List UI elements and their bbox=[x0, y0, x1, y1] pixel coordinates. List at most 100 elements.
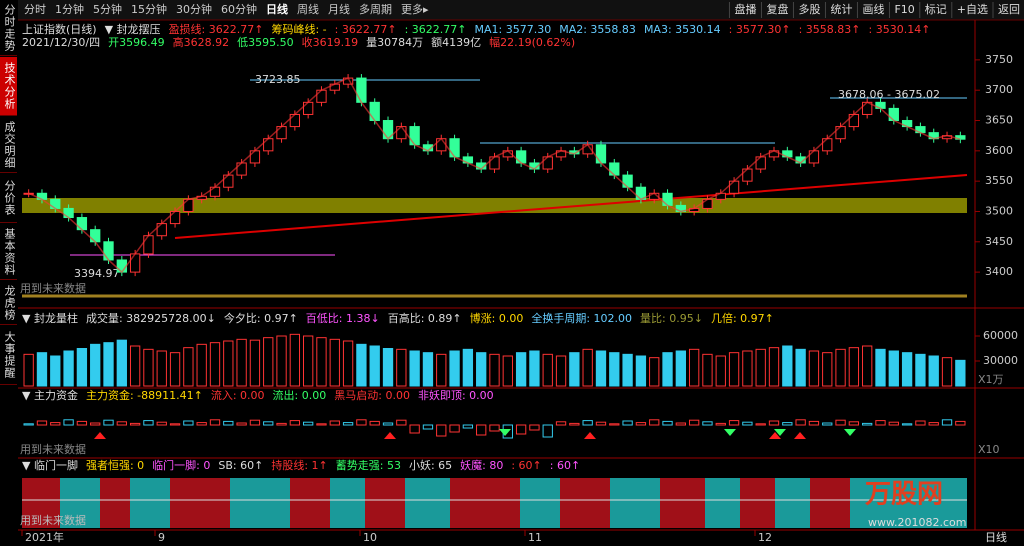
toolbar-tab[interactable]: 5分钟 bbox=[93, 2, 122, 16]
toolbar-button[interactable]: +自选 bbox=[957, 3, 988, 16]
toolbar-button[interactable]: 返回 bbox=[998, 3, 1020, 16]
candle bbox=[103, 241, 114, 261]
price-line bbox=[28, 77, 961, 274]
info-item: 蓄势走强: 53 bbox=[336, 459, 401, 472]
info-item: 全换手周期: 102.00 bbox=[531, 311, 632, 325]
kick-block bbox=[22, 478, 60, 528]
volume-bar bbox=[928, 355, 939, 387]
info-item: SB: 60↑ bbox=[218, 459, 263, 472]
sidebar-tab[interactable]: 分价表 bbox=[0, 174, 17, 223]
volume-bar bbox=[822, 352, 833, 387]
toolbar-button[interactable]: 统计 bbox=[830, 3, 852, 16]
candle bbox=[183, 198, 194, 212]
candle bbox=[156, 223, 167, 237]
kick-block bbox=[170, 478, 230, 528]
capital-bar bbox=[342, 422, 354, 426]
volume-bar bbox=[728, 352, 740, 387]
capital-bar bbox=[728, 420, 740, 426]
candle bbox=[822, 138, 833, 152]
watermark-url: www.201082.com bbox=[868, 516, 966, 529]
kick-block bbox=[130, 478, 170, 528]
capital-bar bbox=[582, 420, 593, 426]
capital-bar bbox=[822, 422, 833, 426]
sidebar-tab[interactable]: 成交明细 bbox=[0, 117, 17, 173]
toolbar-tab[interactable]: 日线 bbox=[266, 2, 288, 16]
y-tick-label: 3500 bbox=[985, 204, 1013, 217]
kick-block bbox=[610, 478, 660, 528]
toolbar-button[interactable]: 复盘 bbox=[766, 2, 788, 16]
capital-bar bbox=[90, 422, 101, 426]
volume-bar bbox=[449, 350, 460, 387]
signal-up bbox=[794, 432, 806, 439]
candle bbox=[515, 150, 527, 164]
y-tick-label: 3750 bbox=[985, 53, 1013, 66]
info-item: 持股线: 1↑ bbox=[271, 458, 327, 472]
unit: X1万 bbox=[978, 373, 1004, 386]
sidebar-tab[interactable]: 基本资料 bbox=[0, 224, 17, 280]
info-item: 博涨: 0.00 bbox=[470, 312, 524, 325]
y-tick-label: 3450 bbox=[985, 235, 1013, 248]
toolbar-tab[interactable]: 多周期 bbox=[359, 2, 392, 16]
capital-bar bbox=[236, 422, 247, 426]
capital-bar bbox=[675, 422, 686, 426]
candle bbox=[143, 235, 154, 255]
toolbar-button[interactable]: 标记 bbox=[925, 2, 947, 16]
volume-bar bbox=[915, 353, 926, 387]
toolbar-button[interactable]: 多股 bbox=[798, 2, 820, 16]
info-item: 小妖: 65 bbox=[409, 458, 452, 472]
toolbar-tab[interactable]: 30分钟 bbox=[176, 2, 212, 16]
candle bbox=[356, 77, 367, 103]
info-item: 几倍: 0.97↑ bbox=[711, 311, 774, 325]
toolbar-tab[interactable]: 60分钟 bbox=[221, 2, 257, 16]
toolbar-tab[interactable]: 1分钟 bbox=[55, 2, 84, 16]
candle bbox=[489, 156, 500, 170]
volume-bar bbox=[542, 353, 553, 387]
volume-bar bbox=[396, 348, 407, 387]
toolbar-tab[interactable]: 月线 bbox=[328, 2, 350, 16]
info-item: 低3595.50 bbox=[237, 36, 294, 49]
volume-bar bbox=[862, 345, 873, 387]
toolbar-tab[interactable]: 15分钟 bbox=[131, 2, 167, 16]
candle bbox=[289, 113, 301, 128]
kick-block bbox=[660, 478, 705, 528]
toolbar-button[interactable]: F10 bbox=[894, 3, 914, 16]
toolbar-tab[interactable]: 更多▸ bbox=[401, 2, 429, 16]
candle bbox=[436, 138, 447, 152]
capital-bar bbox=[369, 420, 380, 426]
toolbar-tab[interactable]: 周线 bbox=[297, 2, 319, 16]
info-item: 额4139亿 bbox=[431, 36, 481, 49]
kick-block bbox=[330, 478, 365, 528]
y-tick-label: 3600 bbox=[985, 144, 1013, 157]
sidebar-tab[interactable]: 龙虎榜 bbox=[0, 281, 17, 325]
kick-block bbox=[850, 478, 967, 528]
volume-bar bbox=[808, 350, 820, 387]
info-item: MA2: 3558.83 bbox=[559, 23, 636, 36]
toolbar-button[interactable]: 盘播 bbox=[734, 2, 756, 16]
capital-bar bbox=[143, 420, 154, 426]
capital-bar bbox=[116, 421, 127, 426]
sidebar-tab[interactable]: 大事提醒 bbox=[0, 326, 17, 385]
volume-bar bbox=[569, 352, 580, 387]
info-item: 开3596.49 bbox=[108, 36, 165, 49]
signal-down bbox=[724, 429, 736, 436]
volume-bar bbox=[675, 350, 686, 387]
candle bbox=[276, 126, 287, 140]
sidebar-tab[interactable]: 分时走势 bbox=[0, 0, 17, 56]
volume-bar bbox=[169, 352, 181, 387]
volume-bar bbox=[649, 357, 660, 387]
toolbar-bg bbox=[18, 0, 1024, 20]
toolbar-button[interactable]: 画线 bbox=[862, 2, 884, 16]
info-item: 临门一脚: 0 bbox=[152, 458, 210, 472]
capital-bar bbox=[103, 419, 114, 426]
sidebar-tab[interactable]: 技术分析 bbox=[0, 57, 17, 116]
candle bbox=[169, 210, 181, 225]
capital-bar bbox=[23, 423, 34, 426]
info-item: 黑马启动: 0.00 bbox=[334, 389, 410, 402]
capital-bar bbox=[36, 420, 48, 426]
toolbar-tab[interactable]: 分时 bbox=[24, 3, 46, 16]
volume-bar bbox=[342, 340, 354, 387]
candle bbox=[609, 162, 620, 176]
signal-up bbox=[584, 432, 596, 439]
info-item: 流出: 0.00 bbox=[273, 388, 327, 402]
